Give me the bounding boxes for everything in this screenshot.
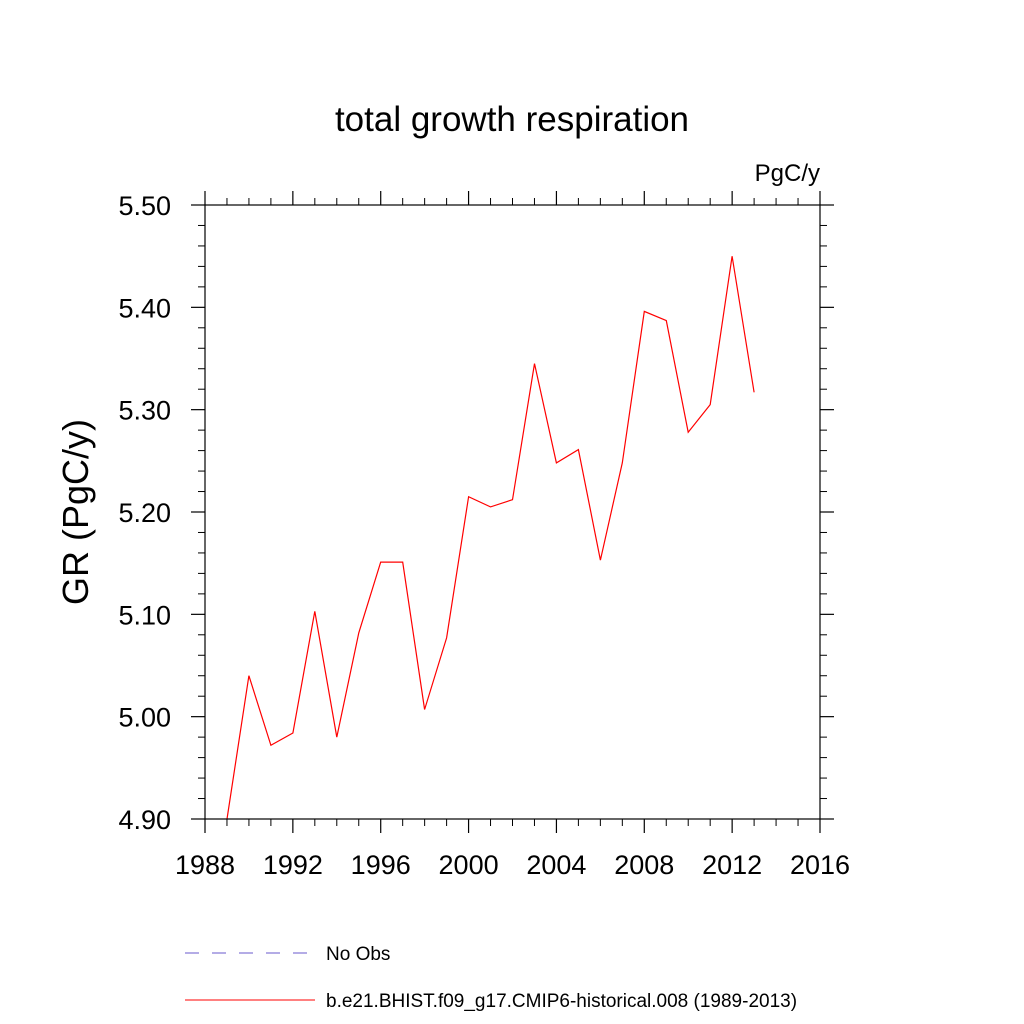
y-tick-label: 5.40	[118, 293, 171, 323]
x-tick-label: 1988	[175, 850, 235, 880]
units-label: PgC/y	[755, 160, 820, 187]
y-tick-label: 4.90	[118, 805, 171, 835]
y-tick-label: 5.50	[118, 191, 171, 221]
x-tick-label: 2000	[439, 850, 499, 880]
x-tick-label: 2012	[702, 850, 762, 880]
axis-ticks: 1988 1992 1996 2000 2004 2008 2012 2016 4.90 5.00…	[118, 191, 850, 880]
x-tick-label: 2008	[614, 850, 674, 880]
y-axis-label: GR (PgC/y)	[55, 419, 96, 605]
y-tick-label: 5.30	[118, 396, 171, 426]
x-tick-label: 2004	[526, 850, 586, 880]
y-tick-label: 5.10	[118, 600, 171, 630]
series-line	[226, 256, 755, 820]
plot-frame	[204, 204, 821, 820]
plot-series	[226, 256, 755, 820]
x-tick-label: 2016	[790, 850, 850, 880]
x-tick-label: 1992	[263, 850, 323, 880]
chart-title: total growth respiration	[335, 100, 689, 139]
legend: No Obs b.e21.BHIST.f09_g17.CMIP6-histori…	[185, 944, 797, 1012]
y-tick-label: 5.00	[118, 703, 171, 733]
x-tick-label: 1996	[351, 850, 411, 880]
legend-label-model: b.e21.BHIST.f09_g17.CMIP6-historical.008…	[326, 991, 797, 1012]
y-tick-label: 5.20	[118, 498, 171, 528]
legend-label-no-obs: No Obs	[326, 944, 390, 965]
